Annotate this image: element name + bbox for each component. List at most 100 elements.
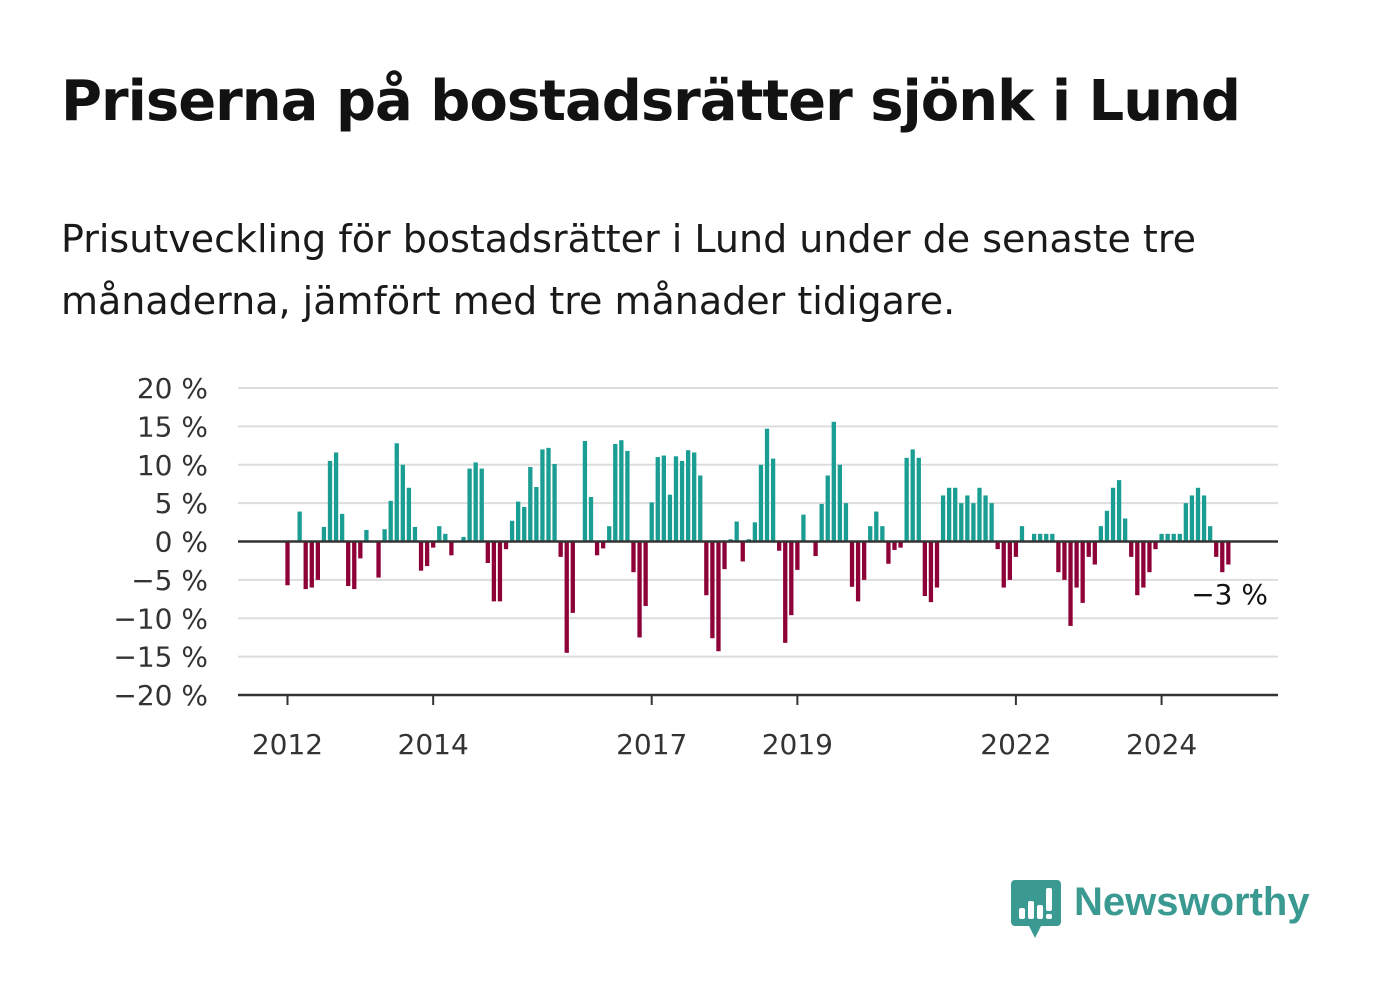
bar [946,487,952,542]
bar [552,463,557,542]
bar [382,529,387,542]
bar [522,506,527,542]
bar [916,457,921,542]
bar [698,475,703,542]
bar [497,541,503,602]
bar [1068,541,1073,626]
x-tick-label: 2024 [1126,728,1197,761]
x-tick-label: 2019 [762,728,833,761]
bar [303,541,308,590]
bar [770,458,776,542]
bar [485,541,490,563]
x-tick-label: 2017 [616,728,687,761]
bar [346,541,351,587]
bar [959,503,964,542]
bar [1019,526,1025,542]
bar [339,513,345,542]
bar [971,503,976,542]
bar [1098,526,1104,542]
bar [1207,526,1213,542]
bar [855,541,861,602]
bar [898,541,903,548]
bar [364,529,369,542]
bar [783,541,788,643]
bar [989,503,994,542]
bar [886,541,891,564]
bar [600,541,606,549]
bar [801,514,806,542]
bars [285,421,1231,653]
bar [928,541,934,603]
bar [1050,533,1055,542]
bar [473,462,478,542]
bar [619,440,624,542]
bar [1123,518,1128,542]
bar [570,541,575,613]
bar [540,449,545,542]
bar [1189,495,1195,542]
bar [904,457,909,542]
bar [431,541,436,548]
bar [1092,541,1097,565]
newsworthy-logo: Newsworthy [1011,880,1310,940]
chart-title: Priserna på bostadsrätter sjönk i Lund [61,69,1241,134]
bar [333,452,339,542]
bar [437,526,442,542]
bar [594,541,600,556]
bar [1056,541,1061,573]
bar [940,495,946,542]
bar [315,541,320,580]
logo-text: Newsworthy [1074,880,1310,924]
y-tick-label: 5 % [155,487,208,520]
bar [376,541,381,578]
bar [1214,541,1219,557]
bar [1062,541,1067,580]
bar [1001,541,1006,588]
x-tick-label: 2012 [252,728,323,761]
bar [995,541,1000,550]
bar [546,447,551,542]
bar [849,541,855,587]
y-tick-label: 0 % [155,526,208,559]
x-tick-label: 2014 [398,728,469,761]
bar [443,533,448,542]
bar [1165,533,1170,542]
bar [1038,533,1043,542]
bar [673,456,679,542]
bar [449,541,454,556]
bar [1110,487,1116,542]
bar [685,450,691,542]
bar [716,541,721,652]
bar [910,449,915,542]
bar [825,475,830,542]
y-tick-label: −15 % [113,641,208,674]
bar [1104,510,1110,542]
bar [1177,533,1182,542]
bar [491,541,497,602]
bar [625,450,630,542]
bar [837,464,843,542]
bar [509,520,515,542]
bar [503,541,509,550]
bar [394,443,399,542]
bar [424,541,430,567]
bar [880,526,885,542]
bar [418,541,424,571]
gridlines [238,387,1278,658]
bar [321,526,327,542]
bar [400,464,405,542]
bar [1153,541,1158,550]
bar [977,487,982,542]
bar [1201,495,1207,542]
bar [704,541,709,596]
bar [1183,503,1189,542]
bar [1031,533,1037,542]
bar [843,503,849,542]
bar [297,511,302,542]
bar [582,440,588,542]
bar [953,487,958,542]
axes [238,540,1278,705]
bar [1135,541,1140,596]
bar [479,468,484,542]
bar [588,496,594,542]
